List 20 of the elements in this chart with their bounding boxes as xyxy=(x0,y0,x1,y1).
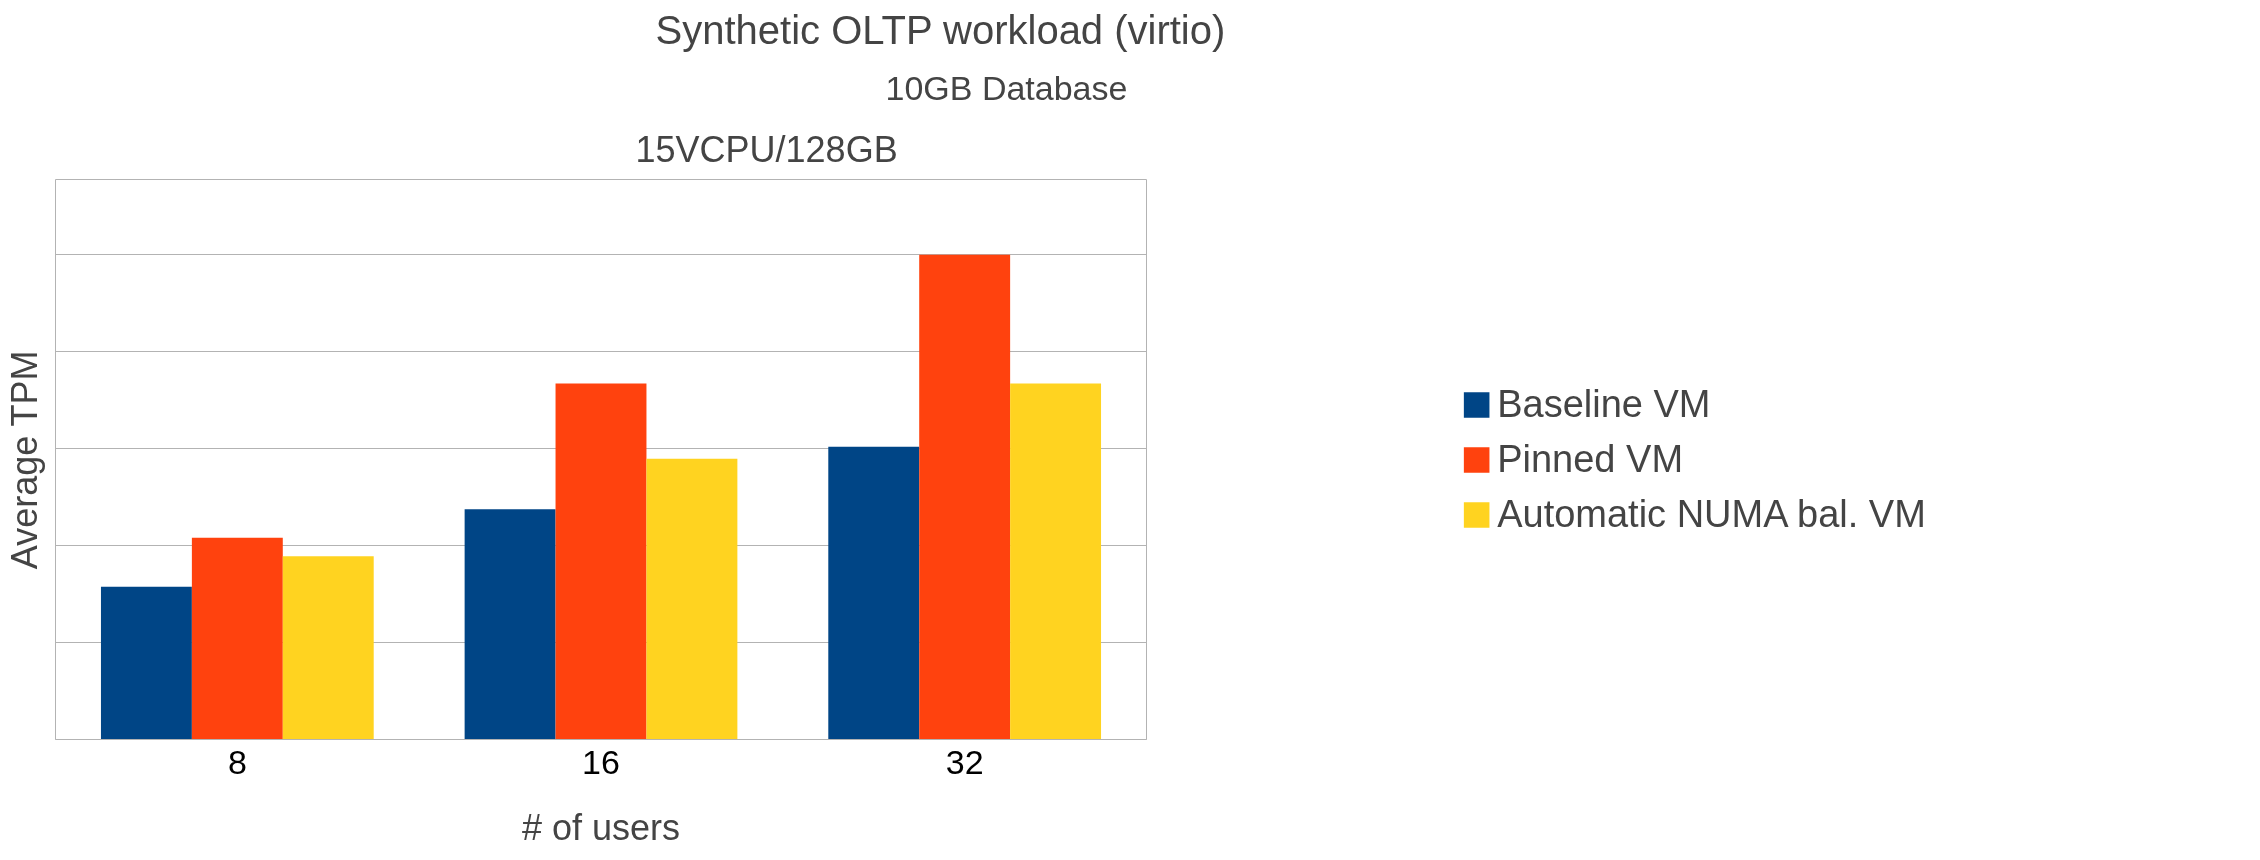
bar xyxy=(555,383,647,740)
bar xyxy=(646,458,738,740)
x-axis-title: # of users xyxy=(521,806,681,848)
bar xyxy=(100,586,192,740)
text: 15VCPU/128GB xyxy=(635,128,898,170)
chart-title: Synthetic OLTP workload (virtio) xyxy=(655,7,1226,52)
legend-label: Baseline VM xyxy=(1497,382,1711,426)
bar xyxy=(1010,383,1102,740)
bar xyxy=(464,509,556,740)
legend-label: Automatic NUMA bal. VM xyxy=(1497,492,1926,536)
bar xyxy=(828,446,920,740)
x-tick-label: 16 xyxy=(582,742,620,781)
bar xyxy=(919,254,1011,740)
x-tick-label: 8 xyxy=(227,742,247,781)
y-axis-title: Average TPM xyxy=(3,350,45,570)
bar xyxy=(191,537,283,740)
bar xyxy=(282,556,374,740)
x-tick-label: 32 xyxy=(945,742,984,781)
chart-subtitle: 10GB Database xyxy=(885,68,1128,107)
legend-label: Pinned VM xyxy=(1497,437,1684,481)
